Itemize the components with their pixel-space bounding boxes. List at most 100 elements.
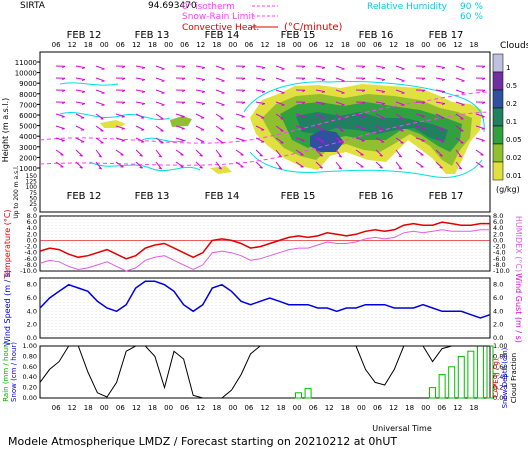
wind-arrow bbox=[135, 101, 145, 105]
humidex-tick-label: 0.0 bbox=[493, 236, 503, 244]
height-tick-label: 100 bbox=[26, 184, 38, 191]
wind-tick-label: 0.0 bbox=[27, 334, 37, 342]
height-tick-label: 25 bbox=[29, 201, 37, 208]
colorbar-swatch bbox=[492, 71, 504, 91]
wind-arrow bbox=[455, 113, 464, 120]
height-tick-label: 5000 bbox=[19, 123, 37, 131]
wind-arrow-head bbox=[439, 166, 443, 169]
wind-arrow-head bbox=[421, 128, 425, 130]
wind-arrow bbox=[375, 137, 385, 143]
wind-arrow bbox=[335, 65, 345, 70]
cloud-day-label-bottom: FEB 12 bbox=[67, 191, 102, 202]
colorbar-swatch bbox=[492, 107, 504, 127]
wind-arrow-head bbox=[401, 80, 405, 82]
snow-bar bbox=[457, 355, 465, 399]
temperature-panel: 8.0 8.06.0 6.04.0 4.02.0 2.00.0 0.0-2.0 -2.0-4… bbox=[3, 209, 523, 279]
wind-arrow bbox=[155, 65, 165, 70]
wind-arrow-head bbox=[482, 89, 486, 93]
height-tick-label: 8000 bbox=[19, 91, 37, 99]
wind-arrow bbox=[315, 161, 323, 169]
colorbar-label: 0.05 bbox=[506, 136, 522, 144]
wind-arrow bbox=[335, 149, 342, 158]
wind-arrow-head bbox=[241, 116, 245, 118]
fraction-tick-label: 0.20 bbox=[493, 384, 507, 392]
wind-gust-tick-label: 6.0 bbox=[493, 294, 503, 302]
humidex-axis-label: HUMIDEX (°C) bbox=[514, 216, 523, 272]
wind-arrow bbox=[75, 101, 85, 105]
wind-arrow bbox=[95, 113, 104, 120]
humidex-tick-label: 4.0 bbox=[493, 224, 503, 232]
colorbar-swatch bbox=[492, 143, 504, 163]
wind-arrow-head bbox=[221, 80, 225, 82]
wind-arrow bbox=[215, 113, 224, 120]
wind-arrow-head bbox=[341, 104, 345, 106]
wind-arrow bbox=[75, 125, 85, 131]
precip-tick-label: 1.00 bbox=[23, 342, 37, 350]
wind-arrow-head bbox=[79, 166, 83, 169]
temperature-line bbox=[39, 221, 490, 260]
wind-arrow bbox=[395, 125, 404, 132]
wind-arrow bbox=[215, 65, 225, 70]
hour-tick-label: 06 bbox=[309, 404, 318, 412]
cloud-mass-blue bbox=[310, 130, 344, 152]
hour-tick-label: 18 bbox=[212, 41, 221, 49]
wind-arrow-head bbox=[182, 77, 186, 81]
wind-arrow-head bbox=[101, 68, 105, 70]
legend-convective-label: Convective Heat. bbox=[182, 23, 259, 33]
wind-arrow bbox=[175, 125, 185, 130]
wind-arrow-head bbox=[79, 154, 83, 157]
wind-arrow-head bbox=[461, 68, 465, 70]
wind-arrow bbox=[55, 113, 65, 118]
height-tick-label: 4000 bbox=[19, 133, 37, 141]
wind-arrow bbox=[395, 65, 405, 70]
wind-arrow-head bbox=[341, 80, 345, 82]
isotherm-lines bbox=[39, 91, 491, 166]
hour-tick-label: 00 bbox=[100, 41, 109, 49]
wind-arrow-head bbox=[278, 155, 282, 158]
wind-arrow-head bbox=[362, 89, 366, 93]
wind-arrow bbox=[235, 125, 245, 130]
height-tick-label: 7000 bbox=[19, 101, 37, 109]
cloud-day-label: FEB 12 bbox=[67, 30, 102, 41]
cloud-day-label-bottom: FEB 16 bbox=[359, 191, 394, 202]
wind-arrow bbox=[115, 113, 125, 118]
wind-arrow bbox=[275, 65, 285, 70]
fraction-tick-label: 0.80 bbox=[493, 352, 507, 360]
wind-arrow-head bbox=[301, 116, 305, 118]
hour-tick-label: 12 bbox=[68, 41, 77, 49]
wind-arrow bbox=[275, 149, 282, 158]
wind-arrow bbox=[255, 149, 263, 157]
hour-tick-label: 06 bbox=[437, 404, 446, 412]
wind-arrow bbox=[395, 113, 404, 120]
hour-tick-label: 12 bbox=[325, 404, 334, 412]
cloud-day-label-bottom: FEB 15 bbox=[281, 191, 316, 202]
wind-arrow-head bbox=[341, 92, 345, 94]
wind-arrow-head bbox=[199, 166, 203, 169]
wind-arrow bbox=[295, 149, 304, 156]
wind-arrow bbox=[455, 137, 464, 144]
wind-arrow bbox=[75, 149, 83, 157]
wind-arrow-head bbox=[401, 104, 405, 106]
wind-arrow-head bbox=[321, 67, 326, 70]
wind-gust-axis-label: Wind Gust (m / s) bbox=[514, 273, 523, 343]
wind-arrow-head bbox=[302, 101, 306, 105]
wind-arrow bbox=[375, 65, 385, 69]
wind-arrow bbox=[275, 89, 285, 94]
colorbar-label: 0.5 bbox=[506, 82, 517, 90]
wind-arrow bbox=[275, 113, 284, 120]
wind-arrow-head bbox=[221, 92, 225, 94]
colorbar-swatch bbox=[492, 53, 504, 73]
wind-arrow bbox=[435, 149, 443, 157]
cloud-day-label: FEB 16 bbox=[359, 30, 394, 41]
wind-arrow-head bbox=[482, 77, 486, 81]
wind-arrow-head bbox=[181, 116, 185, 118]
wind-arrow bbox=[375, 125, 385, 131]
hour-tick-label: 12 bbox=[389, 41, 398, 49]
temperature-tick-label: -6.0 bbox=[24, 255, 37, 263]
wind-arrow-head bbox=[481, 140, 485, 142]
wind-arrow bbox=[95, 65, 105, 70]
cloud-day-label-bottom: FEB 14 bbox=[205, 191, 240, 202]
wind-arrow bbox=[95, 77, 105, 82]
wind-arrow bbox=[315, 89, 325, 93]
wind-arrow-head bbox=[81, 103, 86, 106]
